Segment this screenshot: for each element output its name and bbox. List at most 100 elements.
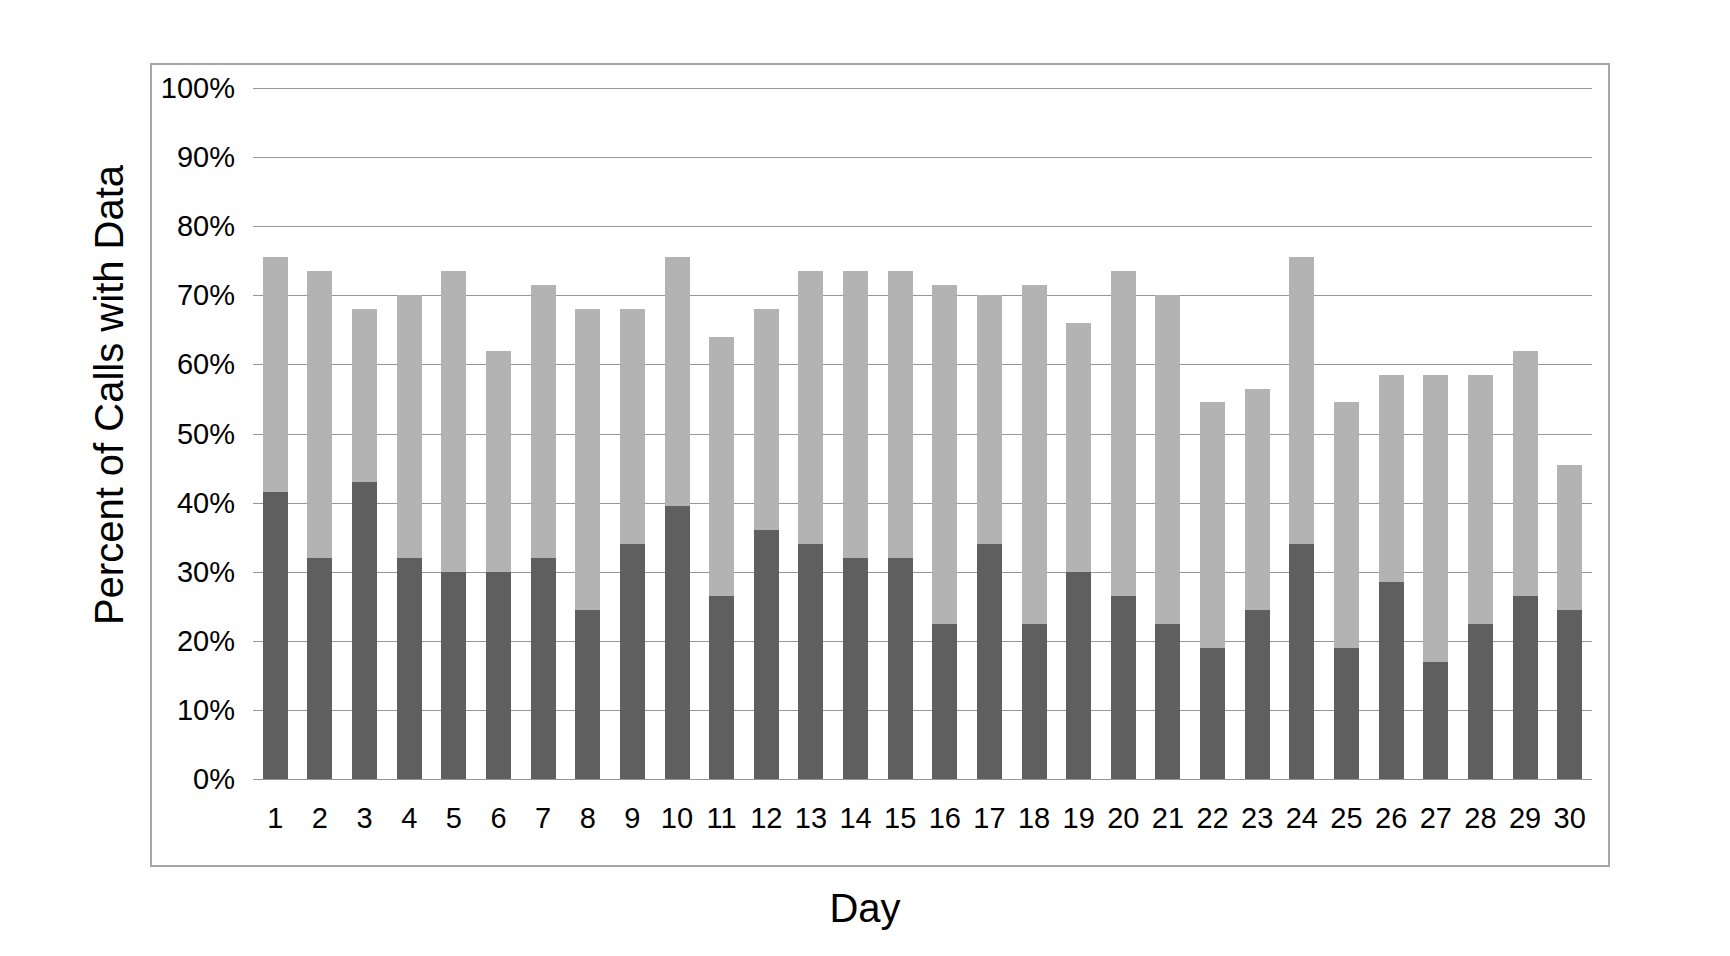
y-tick-label: 80% bbox=[125, 212, 235, 241]
x-tick-label: 23 bbox=[1235, 804, 1280, 833]
x-tick-label: 5 bbox=[432, 804, 477, 833]
bar-segment-dark bbox=[843, 558, 868, 779]
bar-segment-light bbox=[1334, 402, 1359, 647]
bar-segment-dark bbox=[1379, 582, 1404, 779]
bar-segment-dark bbox=[263, 492, 288, 779]
bar-segment-dark bbox=[1423, 662, 1448, 779]
x-tick-label: 4 bbox=[387, 804, 432, 833]
bar-segment-light bbox=[665, 257, 690, 506]
bar-segment-dark bbox=[1468, 624, 1493, 779]
bar-segment-light bbox=[620, 309, 645, 544]
x-tick-label: 2 bbox=[298, 804, 343, 833]
bar-segment-dark bbox=[1245, 610, 1270, 779]
bar-segment-light bbox=[486, 351, 511, 572]
x-tick-label: 18 bbox=[1012, 804, 1057, 833]
bar-segment-dark bbox=[307, 558, 332, 779]
bar-segment-dark bbox=[1289, 544, 1314, 779]
bar-segment-dark bbox=[1066, 572, 1091, 779]
bar-segment-light bbox=[352, 309, 377, 482]
bar-segment-light bbox=[397, 295, 422, 558]
x-tick-label: 13 bbox=[789, 804, 834, 833]
y-tick-label: 100% bbox=[125, 74, 235, 103]
bar-segment-light bbox=[263, 257, 288, 492]
x-tick-label: 6 bbox=[476, 804, 521, 833]
x-tick-label: 28 bbox=[1458, 804, 1503, 833]
x-tick-label: 12 bbox=[744, 804, 789, 833]
y-tick-label: 30% bbox=[125, 558, 235, 587]
x-tick-label: 26 bbox=[1369, 804, 1414, 833]
gridline bbox=[253, 88, 1592, 89]
x-tick-label: 22 bbox=[1190, 804, 1235, 833]
y-axis-title: Percent of Calls with Data bbox=[87, 165, 132, 625]
x-tick-label: 19 bbox=[1056, 804, 1101, 833]
chart-canvas: 0% 10% 20% 30% 40% 50% 60% 70% 80% 90% 100% 1 23 456… bbox=[0, 0, 1730, 956]
gridline bbox=[253, 157, 1592, 158]
bar-segment-light bbox=[1155, 295, 1180, 623]
bar-segment-light bbox=[307, 271, 332, 558]
bar-segment-dark bbox=[1557, 610, 1582, 779]
bar-segment-dark bbox=[1513, 596, 1538, 779]
y-tick-label: 0% bbox=[125, 765, 235, 794]
x-tick-label: 14 bbox=[833, 804, 878, 833]
x-axis-title: Day bbox=[829, 886, 900, 931]
bar-segment-light bbox=[1289, 257, 1314, 544]
bar-segment-light bbox=[843, 271, 868, 558]
bar-segment-light bbox=[1245, 389, 1270, 610]
y-tick-label: 60% bbox=[125, 350, 235, 379]
y-tick-label: 20% bbox=[125, 627, 235, 656]
bar-segment-light bbox=[1022, 285, 1047, 624]
bar-segment-light bbox=[932, 285, 957, 624]
x-tick-label: 29 bbox=[1503, 804, 1548, 833]
bar-segment-light bbox=[798, 271, 823, 544]
bar-segment-dark bbox=[397, 558, 422, 779]
bar-segment-light bbox=[1513, 351, 1538, 596]
x-tick-label: 27 bbox=[1413, 804, 1458, 833]
x-tick-label: 24 bbox=[1280, 804, 1325, 833]
x-tick-label: 7 bbox=[521, 804, 566, 833]
bar-segment-dark bbox=[665, 506, 690, 779]
y-tick-label: 70% bbox=[125, 281, 235, 310]
bar-segment-dark bbox=[441, 572, 466, 779]
x-tick-label: 1 bbox=[253, 804, 298, 833]
bar-segment-dark bbox=[1111, 596, 1136, 779]
bar-segment-dark bbox=[1022, 624, 1047, 779]
bar-segment-light bbox=[575, 309, 600, 610]
bar-segment-dark bbox=[352, 482, 377, 779]
bar-segment-light bbox=[1111, 271, 1136, 596]
bar-segment-dark bbox=[575, 610, 600, 779]
bar-segment-dark bbox=[1200, 648, 1225, 779]
y-tick-label: 10% bbox=[125, 696, 235, 725]
bar-segment-light bbox=[1557, 465, 1582, 610]
x-tick-label: 25 bbox=[1324, 804, 1369, 833]
x-tick-label: 30 bbox=[1547, 804, 1592, 833]
bar-segment-dark bbox=[531, 558, 556, 779]
x-tick-label: 17 bbox=[967, 804, 1012, 833]
bar-segment-dark bbox=[754, 530, 779, 779]
gridline bbox=[253, 779, 1592, 780]
y-tick-label: 90% bbox=[125, 143, 235, 172]
x-tick-label: 20 bbox=[1101, 804, 1146, 833]
bar-segment-light bbox=[1066, 323, 1091, 572]
bar-segment-light bbox=[1468, 375, 1493, 624]
bar-segment-light bbox=[709, 337, 734, 596]
x-tick-label: 21 bbox=[1146, 804, 1191, 833]
bar-segment-light bbox=[977, 295, 1002, 544]
bar-segment-dark bbox=[486, 572, 511, 779]
x-tick-label: 15 bbox=[878, 804, 923, 833]
gridline bbox=[253, 226, 1592, 227]
x-tick-label: 11 bbox=[699, 804, 744, 833]
bar-segment-dark bbox=[977, 544, 1002, 779]
bar-segment-dark bbox=[932, 624, 957, 779]
x-tick-label: 10 bbox=[655, 804, 700, 833]
bar-segment-dark bbox=[1334, 648, 1359, 779]
x-tick-label: 16 bbox=[923, 804, 968, 833]
bar-segment-light bbox=[1200, 402, 1225, 647]
bar-segment-light bbox=[754, 309, 779, 530]
bar-segment-light bbox=[441, 271, 466, 572]
bar-segment-dark bbox=[620, 544, 645, 779]
bar-segment-dark bbox=[1155, 624, 1180, 779]
y-tick-label: 40% bbox=[125, 489, 235, 518]
bar-segment-light bbox=[888, 271, 913, 558]
y-tick-label: 50% bbox=[125, 420, 235, 449]
x-tick-label: 9 bbox=[610, 804, 655, 833]
